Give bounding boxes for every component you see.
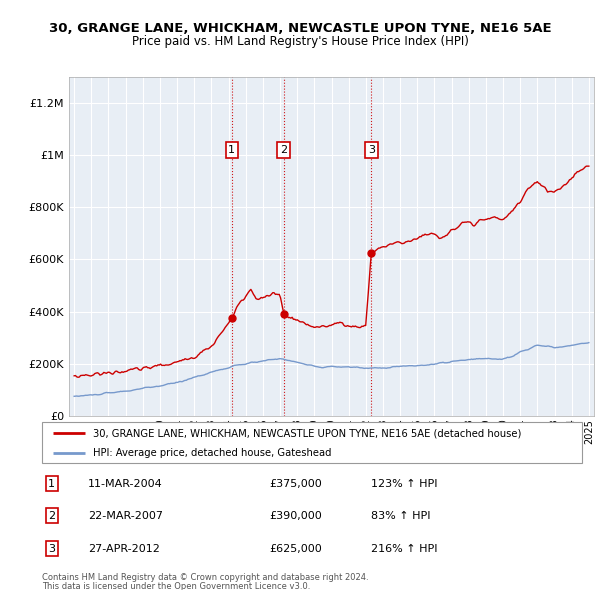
Text: 216% ↑ HPI: 216% ↑ HPI	[371, 544, 438, 554]
Text: 2: 2	[48, 511, 55, 521]
Text: £375,000: £375,000	[269, 478, 322, 489]
Text: 30, GRANGE LANE, WHICKHAM, NEWCASTLE UPON TYNE, NE16 5AE: 30, GRANGE LANE, WHICKHAM, NEWCASTLE UPO…	[49, 22, 551, 35]
Text: 30, GRANGE LANE, WHICKHAM, NEWCASTLE UPON TYNE, NE16 5AE (detached house): 30, GRANGE LANE, WHICKHAM, NEWCASTLE UPO…	[94, 428, 521, 438]
Text: 3: 3	[48, 544, 55, 554]
FancyBboxPatch shape	[42, 422, 582, 463]
Text: HPI: Average price, detached house, Gateshead: HPI: Average price, detached house, Gate…	[94, 448, 332, 458]
Text: £625,000: £625,000	[269, 544, 322, 554]
Text: 11-MAR-2004: 11-MAR-2004	[88, 478, 163, 489]
Text: Contains HM Land Registry data © Crown copyright and database right 2024.: Contains HM Land Registry data © Crown c…	[42, 573, 368, 582]
Text: £390,000: £390,000	[269, 511, 322, 521]
Text: 22-MAR-2007: 22-MAR-2007	[88, 511, 163, 521]
Text: Price paid vs. HM Land Registry's House Price Index (HPI): Price paid vs. HM Land Registry's House …	[131, 35, 469, 48]
Text: 3: 3	[368, 145, 375, 155]
Text: 83% ↑ HPI: 83% ↑ HPI	[371, 511, 431, 521]
Text: 1: 1	[48, 478, 55, 489]
Text: This data is licensed under the Open Government Licence v3.0.: This data is licensed under the Open Gov…	[42, 582, 310, 590]
Text: 27-APR-2012: 27-APR-2012	[88, 544, 160, 554]
Text: 123% ↑ HPI: 123% ↑ HPI	[371, 478, 438, 489]
Text: 1: 1	[229, 145, 235, 155]
Text: 2: 2	[280, 145, 287, 155]
